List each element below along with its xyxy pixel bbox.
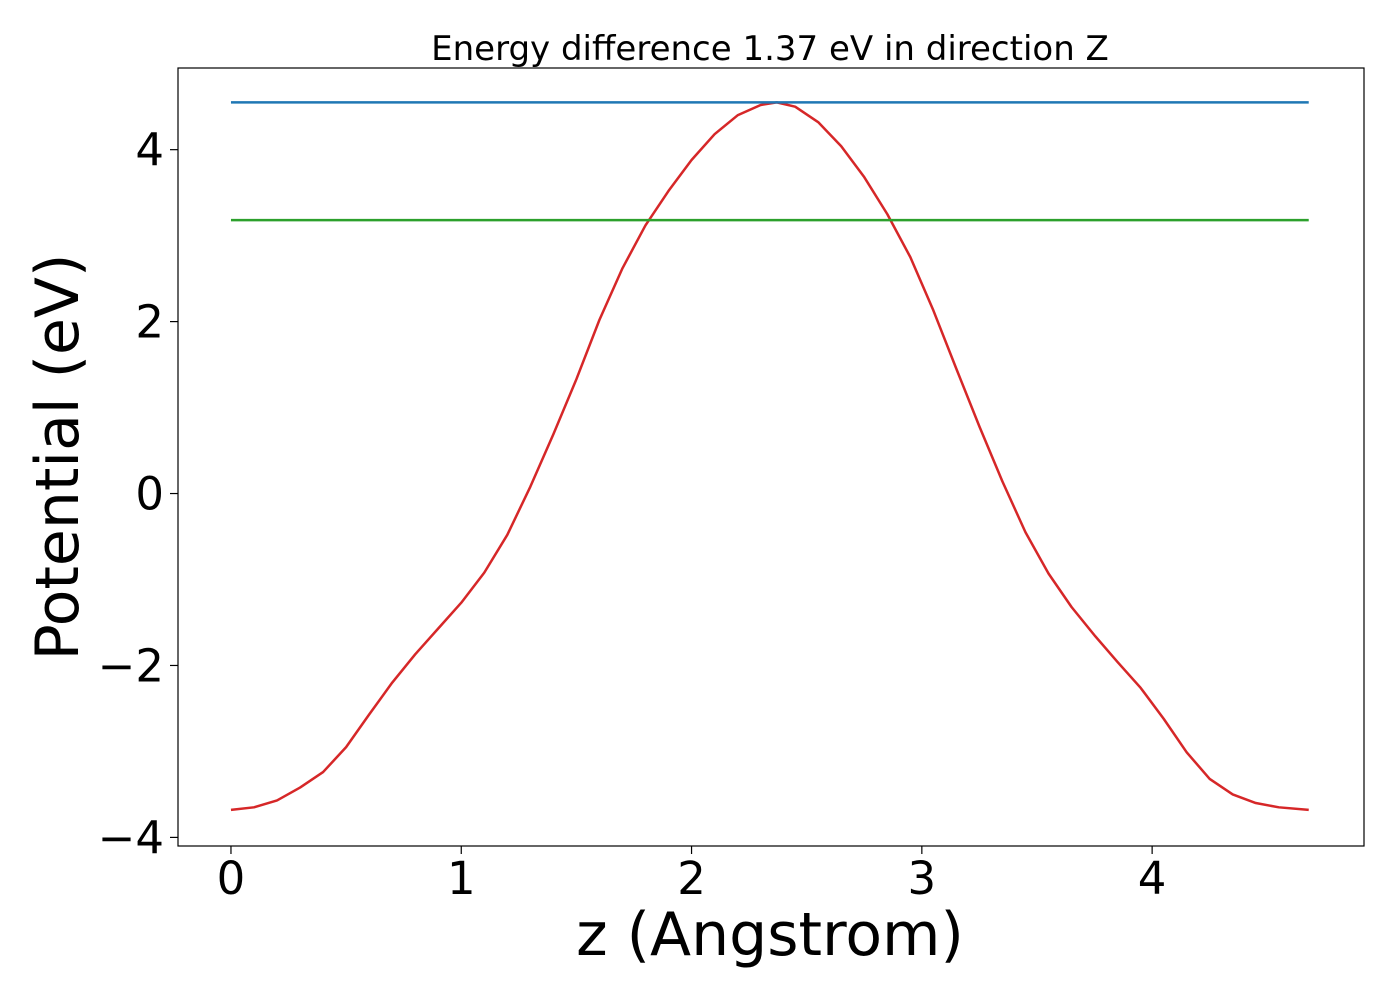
x-tick-label: 1 [447, 852, 476, 905]
x-tick-label: 4 [1138, 852, 1167, 905]
y-tick-label: −2 [98, 639, 164, 692]
x-tick-label: 2 [677, 852, 706, 905]
plot-area-frame [177, 67, 1365, 847]
x-axis-ticks: 0 1 2 3 4 [217, 846, 1167, 905]
y-axis-ticks: −4 −2 0 2 4 [98, 124, 178, 864]
y-tick-label: 0 [135, 468, 164, 521]
series-layer [230, 101, 1309, 812]
chart-title: Energy difference 1.37 eV in direction Z [431, 29, 1109, 69]
x-axis-label: z (Angstrom) [576, 900, 964, 970]
y-axis-label: Potential (eV) [23, 254, 93, 661]
x-tick-label: 3 [908, 852, 937, 905]
y-tick-label: 4 [135, 124, 164, 177]
y-tick-label: −4 [98, 811, 164, 864]
series-line-0 [230, 101, 1309, 812]
x-tick-label: 0 [217, 852, 246, 905]
y-tick-label: 2 [135, 296, 164, 349]
